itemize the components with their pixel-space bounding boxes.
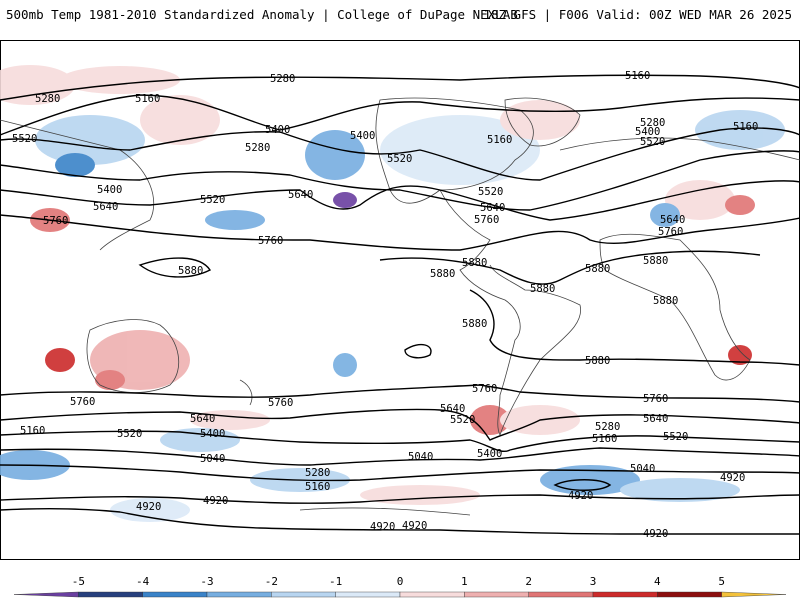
contour-label: 5280 [35,93,60,105]
contour-label: 5880 [530,283,555,295]
anomaly-map: 5280 5160 5280 5160 5520 5400 5400 5280 … [0,40,800,560]
height-contours [0,74,800,535]
contour-label: 5760 [474,214,499,226]
contour-label: 5760 [643,393,668,405]
contour-label: 5880 [462,257,487,269]
contour-label: 5280 [305,467,330,479]
contour-label: 5520 [387,153,412,165]
colorbar-tick-label: 3 [590,575,597,588]
colorbar-tick-label: -4 [136,575,150,588]
contour-label: 5640 [660,214,685,226]
contour-labels: 5280 5160 5280 5160 5520 5400 5400 5280 … [12,70,758,540]
colorbar-tick-label: 0 [397,575,404,588]
contour-label: 4920 [720,472,745,484]
contour-label: 5400 [635,126,660,138]
colorbar-tick-labels: -5 -4 -3 -2 -1 0 1 2 3 4 5 [72,575,725,588]
contour-label: 5160 [135,93,160,105]
contour-label: 5640 [93,201,118,213]
contour-label: 4920 [568,490,593,502]
colorbar-swatch [657,591,722,598]
colorbar-swatch [78,591,143,598]
contour-label: 5280 [270,73,295,85]
model-run-info: 18Z GFS | F006 Valid: 00Z WED MAR 26 202… [483,7,792,22]
colorbar-swatch [721,591,787,598]
colorbar-swatch [271,591,336,598]
colorbar-swatch [528,591,594,598]
contour-label: 5280 [245,142,270,154]
contour-label: 4920 [370,521,395,533]
contour-label: 5160 [733,121,758,133]
colorbar-swatch [142,591,208,598]
contour-label: 5880 [585,355,610,367]
contour-label: 5760 [43,215,68,227]
colorbar-tick-label: -2 [265,575,278,588]
contour-label: 5760 [658,226,683,238]
contour-label: 5640 [288,189,313,201]
contour-label: 5400 [200,428,225,440]
contour-label: 4920 [203,495,228,507]
contour-label: 5520 [478,186,503,198]
contour-label: 5400 [477,448,502,460]
contour-label: 5880 [462,318,487,330]
colorbar-tick-label: 5 [718,575,725,588]
contour-label: 5640 [480,202,505,214]
contour-label: 5040 [408,451,433,463]
contour-label: 5160 [487,134,512,146]
contour-label: 4920 [136,501,161,513]
colorbar-swatch [399,591,465,598]
color-scale-bar: -5 -4 -3 -2 -1 0 1 2 3 4 5 [13,575,787,598]
contour-label: 5280 [640,117,665,129]
contour-label: 5880 [430,268,455,280]
contour-label: 5880 [643,255,668,267]
map-title: 500mb Temp 1981-2010 Standardized Anomal… [6,7,518,22]
contour-label: 5520 [12,133,37,145]
colorbar-tick-label: -5 [72,575,85,588]
contour-label: 5640 [643,413,668,425]
contour-label: 5400 [350,130,375,142]
contour-label: 5400 [97,184,122,196]
colorbar-swatch [206,591,272,598]
contour-label: 5640 [440,403,465,415]
colorbar-swatch [592,591,658,598]
colorbar-tick-label: 2 [525,575,532,588]
contour-label: 4920 [402,520,427,532]
colorbar-swatch [335,591,401,598]
contour-label: 5520 [450,414,475,426]
colorbar-tick-label: -3 [200,575,213,588]
colorbar-swatches [13,591,787,598]
contour-label: 5160 [305,481,330,493]
contour-label: 5280 [595,421,620,433]
contour-label: 5400 [265,124,290,136]
contour-label: 5880 [653,295,678,307]
contour-label: 5520 [200,194,225,206]
colorbar-swatch [464,591,529,598]
contour-label: 5760 [258,235,283,247]
contour-label: 5760 [268,397,293,409]
contour-label: 5760 [70,396,95,408]
map-header: 500mb Temp 1981-2010 Standardized Anomal… [0,0,800,30]
contour-label: 5640 [190,413,215,425]
contour-label: 5520 [117,428,142,440]
contour-label: 5880 [585,263,610,275]
contour-label: 5160 [20,425,45,437]
contour-label: 5760 [472,383,497,395]
colorbar-tick-label: 1 [461,575,468,588]
contour-label: 5520 [663,431,688,443]
contour-label: 5160 [592,433,617,445]
colorbar-swatch [13,591,79,598]
colorbar-tick-label: 4 [654,575,661,588]
contour-label: 5520 [640,136,665,148]
contour-label: 4920 [643,528,668,540]
contour-label: 5040 [200,453,225,465]
contour-label: 5880 [178,265,203,277]
colorbar-tick-label: -1 [329,575,342,588]
contour-label: 5040 [630,463,655,475]
contour-label: 5160 [625,70,650,82]
